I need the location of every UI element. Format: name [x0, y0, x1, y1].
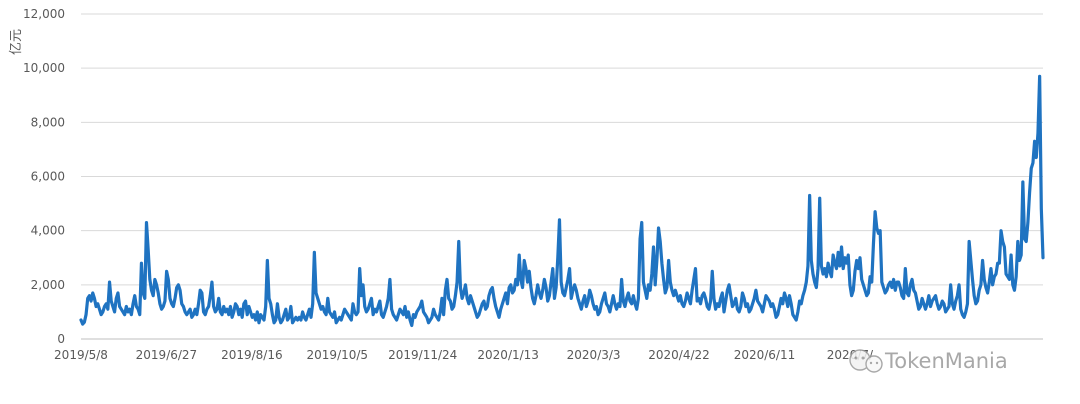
y-tick-label: 2,000	[31, 278, 65, 292]
y-tick-label: 12,000	[23, 7, 65, 21]
series-line	[79, 74, 1045, 328]
x-tick-label: 2019/11/24	[388, 348, 457, 362]
y-tick-label: 0	[57, 332, 65, 346]
gridlines	[81, 13, 1043, 286]
x-tick-label: 2019/8/16	[221, 348, 283, 362]
x-tick-label: 2020/3/3	[567, 348, 621, 362]
x-tick-label: 2020/1/13	[477, 348, 539, 362]
series-layer	[79, 74, 1045, 328]
y-axis-unit-text: 亿元	[9, 29, 24, 55]
y-axis-unit-label: 亿元	[9, 29, 24, 55]
x-tick-label: 2019/6/27	[136, 348, 198, 362]
x-tick-label: 2020/4/22	[648, 348, 710, 362]
y-tick-label: 10,000	[23, 61, 65, 75]
x-tick-label: 2019/5/8	[54, 348, 108, 362]
x-tick-label: 2020/6/11	[734, 348, 796, 362]
watermark-text: TokenMania	[884, 349, 1008, 373]
watermark: TokenMania	[849, 349, 1008, 373]
x-tick-label: 2019/10/5	[307, 348, 369, 362]
y-tick-label: 4,000	[31, 224, 65, 238]
wechat-icon	[849, 349, 883, 373]
y-axis-tick-labels: 0 2,000 4,000 6,000 8,000 10,000 12,000	[23, 7, 65, 346]
y-tick-label: 8,000	[31, 115, 65, 129]
y-tick-label: 6,000	[31, 170, 65, 184]
x-axis-tick-labels: 2019/5/8 2019/6/27 2019/8/16 2019/10/5 2019/…	[54, 348, 874, 362]
